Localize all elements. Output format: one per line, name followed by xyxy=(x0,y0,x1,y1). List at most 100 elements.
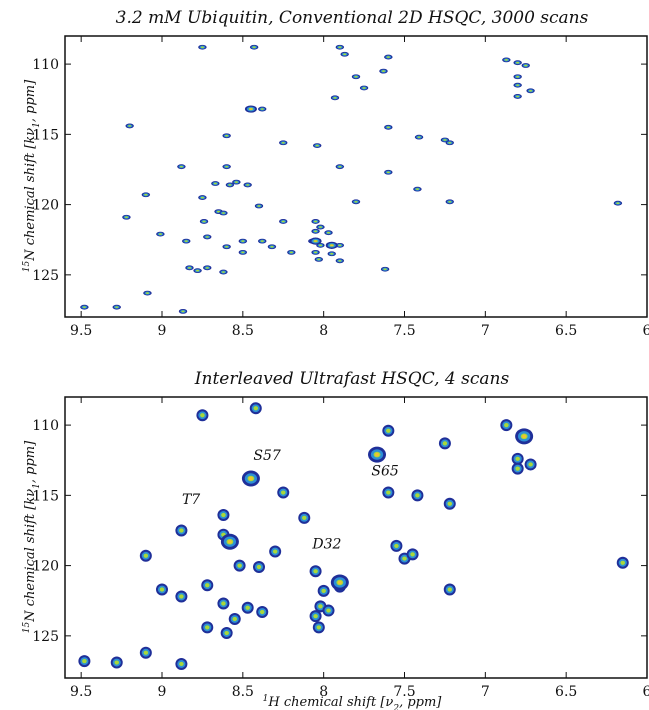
peak-contour-inner xyxy=(402,556,407,561)
peak-22 xyxy=(233,559,246,572)
peak-contour-inner xyxy=(205,266,209,269)
peak-contour-inner xyxy=(383,268,387,271)
peak-contour-inner xyxy=(417,136,421,138)
peak-contour-inner xyxy=(281,141,285,144)
peak-8 xyxy=(382,486,395,499)
peak-59 xyxy=(238,249,248,255)
peak-7 xyxy=(521,63,530,68)
bottom-peak-layer xyxy=(78,402,629,670)
peak-contour-inner xyxy=(354,200,358,203)
peak-annotation: S57 xyxy=(253,448,280,464)
y-tick-label: 120 xyxy=(32,198,59,214)
peak-contour-inner xyxy=(386,126,390,129)
peak-contour-inner xyxy=(143,650,149,655)
bottom-annotations: T7 S57 D32 S65 xyxy=(182,448,399,553)
peak-75 xyxy=(244,105,257,113)
x-tick-label: 9 xyxy=(158,323,167,339)
x-tick-label: 8.5 xyxy=(232,323,254,339)
peak-contour-inner xyxy=(338,244,342,247)
peak-68 xyxy=(380,266,390,272)
peak-contour-top xyxy=(375,452,379,457)
peak-15 xyxy=(330,95,340,101)
peak-contour-inner xyxy=(504,59,508,61)
peak-contour-inner xyxy=(246,184,250,186)
peak-contour-inner xyxy=(318,226,323,228)
x-tick-label: 6 xyxy=(643,323,649,339)
peak-6 xyxy=(511,462,524,475)
peak-contour-inner xyxy=(415,493,420,498)
peak-contour-inner xyxy=(221,601,226,606)
peak-48 xyxy=(368,446,387,463)
peak-13 xyxy=(526,88,535,94)
peak-contour-top xyxy=(227,539,232,544)
peak-27 xyxy=(317,584,330,597)
top-y-ticks: 110 115 120 125 xyxy=(32,57,647,284)
peak-35 xyxy=(220,627,233,640)
peak-47 xyxy=(515,428,534,445)
peak-10 xyxy=(277,486,290,499)
peak-contour-inner xyxy=(245,605,250,610)
peak-20 xyxy=(222,133,231,139)
bottom-x-axis-label: 1H chemical shift [ν2, ppm] xyxy=(263,694,443,710)
peak-43 xyxy=(122,214,131,220)
x-tick-label: 8.5 xyxy=(232,684,254,700)
peak-19 xyxy=(406,548,419,561)
peak-60 xyxy=(267,244,277,250)
peak-contour-inner xyxy=(315,144,319,147)
peak-contour-inner xyxy=(221,512,226,518)
peak-annotation: D32 xyxy=(311,537,341,553)
peak-7 xyxy=(524,458,537,471)
peak-64 xyxy=(314,256,324,262)
peak-29 xyxy=(384,169,393,175)
peak-61 xyxy=(287,249,296,255)
peak-contour-inner xyxy=(221,212,226,214)
peak-contour-inner xyxy=(386,490,391,495)
peak-40 xyxy=(254,203,264,209)
peak-73 xyxy=(112,304,121,310)
peak-11 xyxy=(443,497,456,510)
peak-65 xyxy=(335,258,345,264)
peak-contour-inner xyxy=(241,251,245,254)
peak-contour-inner xyxy=(516,95,520,98)
peak-contour-inner xyxy=(318,604,323,609)
peak-31 xyxy=(211,181,220,186)
peak-11 xyxy=(513,82,522,88)
peak-6 xyxy=(513,60,522,66)
peak-contour-inner xyxy=(447,587,453,592)
top-panel-title: 3.2 mM Ubiquitin, Conventional 2D HSQC, … xyxy=(116,8,589,28)
peak-contour-inner xyxy=(442,441,448,446)
peak-contour-inner xyxy=(253,406,259,411)
peak-43 xyxy=(616,556,629,569)
peak-50 xyxy=(203,234,212,240)
peak-37 xyxy=(312,621,325,634)
peak-contour-inner xyxy=(313,220,318,223)
peak-contour-inner xyxy=(448,200,452,203)
peak-46 xyxy=(311,219,320,224)
peak-0 xyxy=(198,44,207,50)
peak-49 xyxy=(330,574,349,591)
peak-30 xyxy=(232,179,241,185)
peak-19 xyxy=(384,124,393,130)
peak-contour-inner xyxy=(326,231,331,234)
peak-74 xyxy=(178,308,188,314)
peak-contour-top xyxy=(522,434,527,439)
peak-54 xyxy=(258,238,267,244)
y-tick-label: 120 xyxy=(32,559,59,575)
peak-14 xyxy=(513,94,522,99)
peak-annotation: T7 xyxy=(182,492,200,508)
peak-contour-inner xyxy=(195,269,200,272)
peak-contour-inner xyxy=(326,608,331,613)
peak-contour-inner xyxy=(381,70,386,72)
peak-contour-inner xyxy=(200,46,205,49)
peak-20 xyxy=(139,549,152,562)
peak-21 xyxy=(414,134,424,140)
peak-contour-inner xyxy=(237,563,242,568)
peak-contour-inner xyxy=(321,588,326,593)
peak-contour-inner xyxy=(410,552,415,557)
peak-62 xyxy=(311,249,320,255)
peak-contour-inner xyxy=(516,61,520,64)
peak-69 xyxy=(193,268,202,274)
peak-contour-inner xyxy=(200,196,205,199)
peak-25 xyxy=(201,579,214,592)
